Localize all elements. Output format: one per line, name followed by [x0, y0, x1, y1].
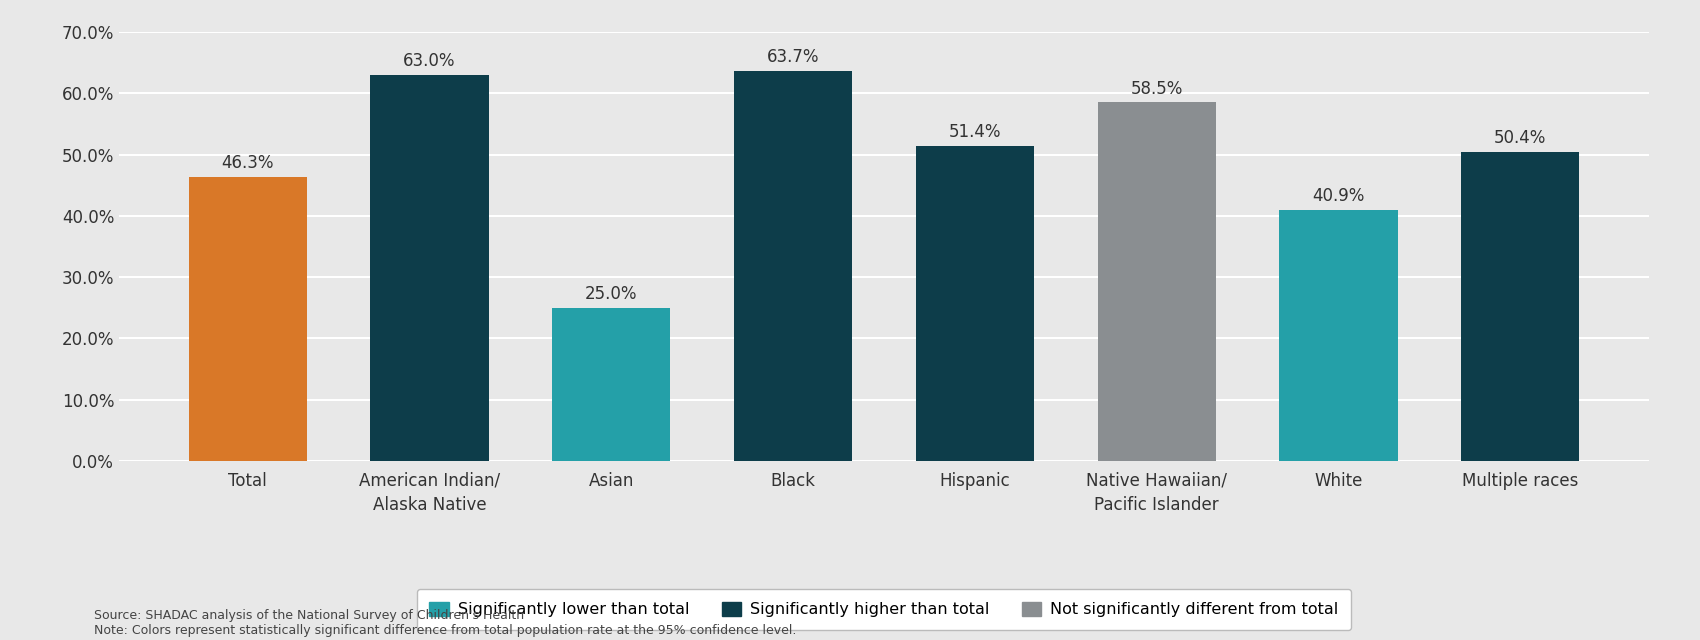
Bar [734, 70, 852, 461]
Bar [1280, 211, 1397, 461]
Text: 58.5%: 58.5% [1130, 79, 1183, 97]
Text: 25.0%: 25.0% [585, 285, 638, 303]
Text: 40.9%: 40.9% [1312, 188, 1365, 205]
Text: 51.4%: 51.4% [949, 123, 1001, 141]
Text: 50.4%: 50.4% [1494, 129, 1547, 147]
Bar [189, 177, 306, 461]
Bar [1462, 152, 1579, 461]
Text: 63.0%: 63.0% [403, 52, 456, 70]
Text: 46.3%: 46.3% [221, 154, 274, 172]
Legend: Significantly lower than total, Significantly higher than total, Not significant: Significantly lower than total, Signific… [416, 589, 1352, 630]
Text: 63.7%: 63.7% [767, 48, 819, 66]
Bar [1098, 102, 1216, 461]
Text: Source: SHADAC analysis of the National Survey of Children's Health
Note: Colors: Source: SHADAC analysis of the National … [94, 609, 796, 637]
Bar [552, 308, 670, 461]
Bar [371, 75, 488, 461]
Bar [916, 146, 1034, 461]
